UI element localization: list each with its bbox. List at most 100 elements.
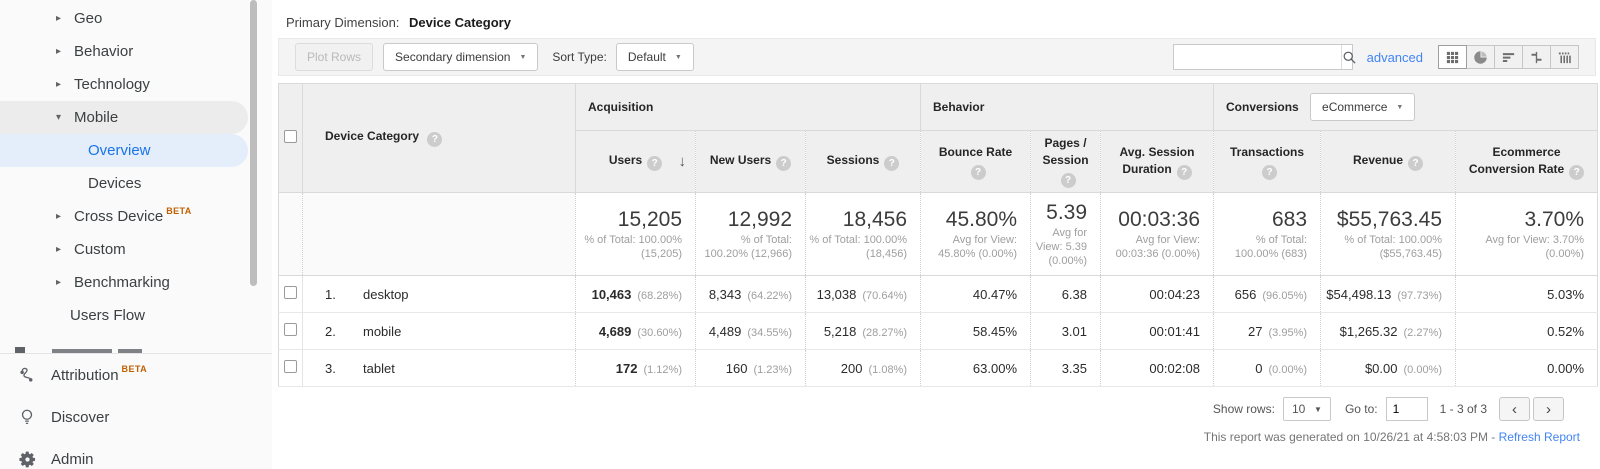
total-cell: 5.39 Avg for View: 5.39 (0.00%) xyxy=(1030,192,1101,276)
total-subtext: Avg for View: 5.39 (0.00%) xyxy=(1035,226,1088,267)
row-checkbox[interactable] xyxy=(284,360,297,373)
sidebar-item-mobile[interactable]: ▾ Mobile xyxy=(0,101,248,134)
report-generated-footer: This report was generated on 10/26/21 at… xyxy=(272,421,1600,444)
metric-cell: $54,498.13 (97.73%) xyxy=(1320,275,1456,313)
clipped-icon xyxy=(15,347,25,353)
total-value: 12,992 xyxy=(727,207,792,231)
column-header[interactable]: New Users? xyxy=(695,130,806,193)
total-cell: $55,763.45% of Total: 100.00% ($55,763.4… xyxy=(1320,192,1456,276)
total-value: 5.39 xyxy=(1046,200,1088,224)
chevron-down-icon: ▼ xyxy=(519,53,527,61)
total-subtext: % of Total: 100.00% (683) xyxy=(1234,233,1308,260)
sidebar-item-devices[interactable]: Devices xyxy=(0,167,272,200)
help-icon[interactable]: ? xyxy=(647,156,663,171)
search-icon[interactable] xyxy=(1340,45,1357,69)
previous-page-button[interactable]: ‹ xyxy=(1499,397,1530,421)
column-header[interactable]: Sessions? xyxy=(804,130,921,193)
metric-value: 172 xyxy=(615,360,638,376)
sort-descending-icon[interactable]: ↓ xyxy=(678,152,687,170)
total-subtext: Avg for View: 00:03:36 (0.00%) xyxy=(1115,233,1201,260)
sidebar-item-benchmarking[interactable]: ▸ Benchmarking xyxy=(0,266,272,299)
sidebar-item-label: Overview xyxy=(88,142,151,159)
metric-value: 3.35 xyxy=(1061,360,1088,376)
sidebar-item-admin[interactable]: Admin xyxy=(0,438,272,469)
chevron-down-icon: ▼ xyxy=(1314,404,1322,414)
percentage-view-button[interactable] xyxy=(1466,45,1495,69)
sidebar-item-geo[interactable]: ▸ Geo xyxy=(0,2,272,35)
comparison-view-button[interactable] xyxy=(1522,45,1551,69)
metric-value: 0 xyxy=(1255,360,1263,376)
column-header[interactable]: Users? ↓ xyxy=(575,130,696,193)
row-checkbox-cell xyxy=(278,275,303,313)
help-icon[interactable]: ? xyxy=(970,164,986,180)
pivot-view-button[interactable] xyxy=(1550,45,1579,69)
sort-type-select[interactable]: Default ▼ xyxy=(615,43,694,71)
select-all-checkbox[interactable] xyxy=(284,130,297,143)
goto-page-input[interactable] xyxy=(1385,397,1428,421)
metric-percentage: (3.95%) xyxy=(1268,326,1308,339)
row-dimension-cell: 3. tablet xyxy=(302,349,576,387)
conversions-goal-select[interactable]: eCommerce ▼ xyxy=(1310,93,1416,121)
goto-label: Go to: xyxy=(1344,402,1378,416)
generated-text: This report was generated on 10/26/21 at… xyxy=(1203,430,1496,444)
sidebar-item-custom[interactable]: ▸ Custom xyxy=(0,233,272,266)
sidebar-item-users-flow[interactable]: Users Flow xyxy=(0,299,272,332)
sidebar-scrollbar[interactable] xyxy=(250,0,257,286)
table-row: 2. mobile 4,689 (30.60%) 4,489 (34.55%) 5,218 (… xyxy=(278,312,1599,350)
show-rows-select[interactable]: 10 ▼ xyxy=(1282,397,1331,421)
metric-cell: 656 (96.05%) xyxy=(1213,275,1321,313)
secondary-dimension-button[interactable]: Secondary dimension ▼ xyxy=(383,43,539,71)
help-icon[interactable]: ? xyxy=(1060,173,1076,188)
table-view-button[interactable] xyxy=(1438,45,1467,69)
sidebar-item-cross-device[interactable]: ▸ Cross Device BETA xyxy=(0,200,272,233)
help-icon[interactable]: ? xyxy=(884,156,900,171)
primary-dimension-value[interactable]: Device Category xyxy=(409,15,511,30)
metric-cell: 4,689 (30.60%) xyxy=(575,312,696,350)
column-header[interactable]: Revenue? xyxy=(1320,130,1456,193)
totals-row: 15,205% of Total: 100.00% (15,205) 12,992… xyxy=(278,192,1599,276)
sidebar-item-technology[interactable]: ▸ Technology xyxy=(0,68,272,101)
metric-cell: 00:01:41 xyxy=(1100,312,1214,350)
column-header[interactable]: Avg. Session Duration? xyxy=(1100,130,1214,193)
metric-value: 5,218 xyxy=(823,323,857,339)
row-range-label: 1 - 3 of 3 xyxy=(1439,402,1487,416)
help-icon[interactable]: ? xyxy=(776,156,792,171)
help-icon[interactable]: ? xyxy=(1408,156,1424,171)
total-subtext: % of Total: 100.20% (12,966) xyxy=(704,233,792,260)
sidebar-item-label: Behavior xyxy=(74,43,134,60)
column-header-label: Transactions xyxy=(1230,144,1305,159)
column-header[interactable]: Pages / Session? xyxy=(1030,130,1101,193)
total-cell: 00:03:36 Avg for View: 00:03:36 (0.00%) xyxy=(1100,192,1214,276)
total-cell: 12,992% of Total: 100.20% (12,966) xyxy=(695,192,806,276)
metric-cell: 58.45% xyxy=(920,312,1031,350)
column-header[interactable]: Ecommerce Conversion Rate? xyxy=(1455,130,1599,193)
metric-percentage: (30.60%) xyxy=(637,326,682,339)
search-input[interactable] xyxy=(1173,46,1341,68)
chevron-right-icon: ▸ xyxy=(56,13,62,24)
performance-view-button[interactable] xyxy=(1494,45,1523,69)
help-icon[interactable]: ? xyxy=(427,132,443,147)
metric-cell: 172 (1.12%) xyxy=(575,349,696,387)
help-icon[interactable]: ? xyxy=(1176,164,1192,180)
next-page-button[interactable]: › xyxy=(1533,397,1564,421)
sidebar-item-discover[interactable]: Discover xyxy=(0,396,272,438)
dimension-column-header[interactable]: Device Category ? xyxy=(302,83,576,193)
metric-value: $1,265.32 xyxy=(1339,323,1398,339)
sidebar-item-overview[interactable]: Overview xyxy=(0,134,248,167)
refresh-report-link[interactable]: Refresh Report xyxy=(1498,430,1580,444)
total-value: $55,763.45 xyxy=(1336,207,1443,231)
help-icon[interactable]: ? xyxy=(1262,164,1278,180)
metric-value: 8,343 xyxy=(708,286,742,302)
chevron-right-icon: ▸ xyxy=(56,46,62,57)
sidebar-item-attribution[interactable]: Attribution BETA xyxy=(0,354,272,396)
column-header-label: Users xyxy=(608,153,643,167)
help-icon[interactable]: ? xyxy=(1569,164,1585,180)
column-header[interactable]: Transactions? xyxy=(1213,130,1321,193)
sidebar-item-behavior[interactable]: ▸ Behavior xyxy=(0,35,272,68)
row-checkbox[interactable] xyxy=(284,323,297,336)
dimension-header-label: Device Category xyxy=(325,129,420,143)
column-header[interactable]: Bounce Rate? xyxy=(920,130,1031,193)
advanced-link[interactable]: advanced xyxy=(1366,49,1423,65)
row-checkbox[interactable] xyxy=(284,286,297,299)
show-rows-label: Show rows: xyxy=(1212,402,1275,416)
